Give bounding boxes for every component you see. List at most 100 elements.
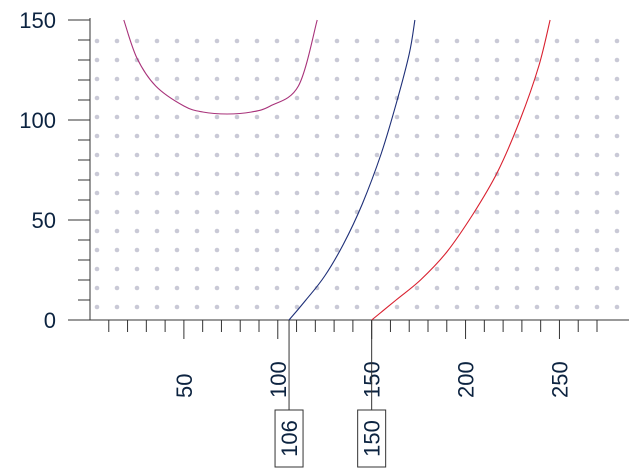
grid-dot bbox=[394, 114, 400, 120]
grid-dot bbox=[214, 76, 220, 82]
grid-dot bbox=[194, 285, 200, 291]
grid-dot bbox=[394, 57, 400, 63]
grid-dot bbox=[94, 209, 100, 215]
grid-dot bbox=[554, 304, 560, 310]
grid-dot bbox=[454, 152, 460, 158]
grid-dot bbox=[254, 228, 260, 234]
grid-dot bbox=[294, 114, 300, 120]
grid-dot bbox=[194, 190, 200, 196]
grid-dot bbox=[294, 190, 300, 196]
grid-dot bbox=[434, 209, 440, 215]
grid-dot bbox=[354, 171, 360, 177]
grid-dot bbox=[134, 285, 140, 291]
grid-dot bbox=[554, 76, 560, 82]
grid-dot bbox=[514, 133, 520, 139]
grid-dot bbox=[94, 228, 100, 234]
grid-dot bbox=[314, 247, 320, 253]
grid-dot bbox=[94, 57, 100, 63]
grid-dot bbox=[154, 304, 160, 310]
grid-dot bbox=[394, 266, 400, 272]
grid-dot bbox=[414, 171, 420, 177]
grid-dot bbox=[494, 76, 500, 82]
grid-dot bbox=[374, 114, 380, 120]
grid-dot bbox=[294, 171, 300, 177]
grid-dot bbox=[494, 133, 500, 139]
grid-dot bbox=[234, 76, 240, 82]
annotations: 106 150 bbox=[274, 320, 387, 468]
grid-dot bbox=[214, 152, 220, 158]
grid-dot bbox=[614, 95, 620, 101]
grid-dot bbox=[194, 266, 200, 272]
grid-dot bbox=[514, 190, 520, 196]
grid-dot bbox=[534, 76, 540, 82]
grid-dot bbox=[614, 57, 620, 63]
grid-dot bbox=[494, 209, 500, 215]
grid-dot bbox=[254, 247, 260, 253]
grid-dot bbox=[354, 114, 360, 120]
grid-dot bbox=[174, 228, 180, 234]
grid-dot bbox=[294, 76, 300, 82]
grid-dot bbox=[314, 57, 320, 63]
grid-dot bbox=[134, 76, 140, 82]
grid-dot bbox=[94, 266, 100, 272]
grid-dot bbox=[214, 133, 220, 139]
grid-dot bbox=[174, 95, 180, 101]
y-tick-label: 50 bbox=[32, 208, 56, 233]
series-lines bbox=[123, 19, 551, 321]
y-tick-label: 100 bbox=[19, 108, 56, 133]
grid-dot bbox=[534, 171, 540, 177]
grid-dot bbox=[334, 76, 340, 82]
grid-dot bbox=[234, 152, 240, 158]
grid-dot bbox=[94, 114, 100, 120]
grid-dot bbox=[454, 228, 460, 234]
series-line bbox=[123, 19, 318, 115]
grid-dot bbox=[234, 133, 240, 139]
grid-dot bbox=[574, 152, 580, 158]
grid-dot bbox=[114, 247, 120, 253]
grid-dot bbox=[434, 190, 440, 196]
grid-dot bbox=[334, 190, 340, 196]
annotation-box bbox=[357, 409, 387, 468]
grid-dot bbox=[554, 114, 560, 120]
grid-dot bbox=[374, 304, 380, 310]
grid-dot bbox=[194, 171, 200, 177]
grid-dot bbox=[474, 171, 480, 177]
grid-dot bbox=[434, 228, 440, 234]
grid-dot bbox=[554, 247, 560, 253]
grid-dot bbox=[414, 133, 420, 139]
grid-dot bbox=[134, 266, 140, 272]
grid-dot bbox=[414, 190, 420, 196]
grid-dot bbox=[194, 228, 200, 234]
grid-dot bbox=[114, 95, 120, 101]
grid-dot bbox=[274, 133, 280, 139]
grid-dot bbox=[394, 285, 400, 291]
grid-dot bbox=[414, 76, 420, 82]
series-line bbox=[371, 19, 551, 321]
grid-dot bbox=[154, 76, 160, 82]
grid-dot bbox=[494, 95, 500, 101]
grid-dot bbox=[414, 247, 420, 253]
grid-dot bbox=[414, 228, 420, 234]
grid-dot bbox=[394, 171, 400, 177]
grid-dot bbox=[374, 38, 380, 44]
grid-dot bbox=[594, 152, 600, 158]
grid-dot bbox=[334, 152, 340, 158]
grid-dot bbox=[174, 152, 180, 158]
grid-dot bbox=[154, 209, 160, 215]
grid-dot bbox=[234, 285, 240, 291]
grid-dot bbox=[174, 57, 180, 63]
grid-dot bbox=[354, 247, 360, 253]
grid-dot bbox=[314, 171, 320, 177]
grid-dot bbox=[454, 76, 460, 82]
grid-dot bbox=[254, 38, 260, 44]
grid-dot bbox=[474, 95, 480, 101]
grid-dot bbox=[114, 114, 120, 120]
grid-dot bbox=[474, 133, 480, 139]
grid-dot bbox=[114, 76, 120, 82]
grid-dot bbox=[234, 114, 240, 120]
grid-dot bbox=[234, 95, 240, 101]
grid-dot bbox=[474, 38, 480, 44]
grid-dot bbox=[174, 285, 180, 291]
grid-dot bbox=[234, 209, 240, 215]
grid-dot bbox=[474, 209, 480, 215]
